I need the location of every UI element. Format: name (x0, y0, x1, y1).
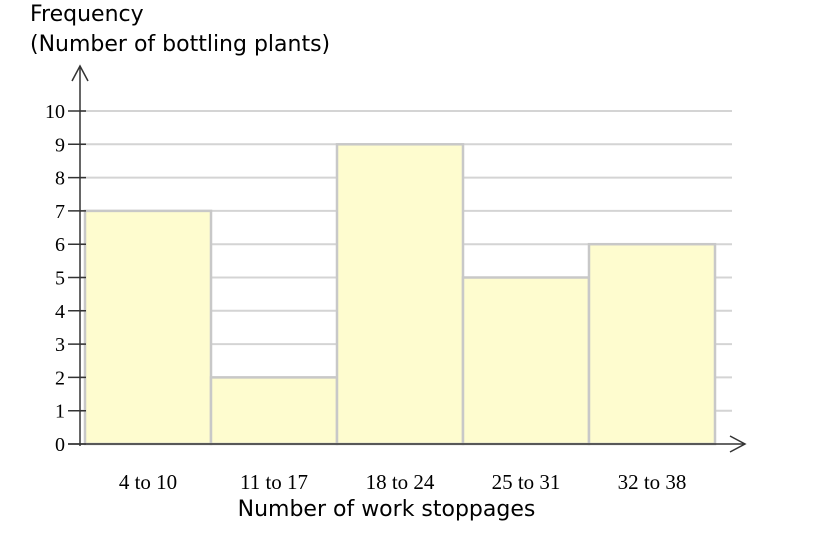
bars (83, 143, 717, 446)
y-tick-label: 7 (55, 201, 65, 223)
x-category-label: 32 to 38 (618, 470, 687, 494)
y-tick-label: 3 (55, 334, 65, 356)
y-tick-label: 4 (55, 301, 65, 323)
bar (83, 209, 213, 446)
bar (335, 143, 465, 446)
y-tick-label: 9 (55, 134, 65, 156)
y-axis-title-line-1: Frequency (30, 2, 144, 27)
x-axis-title: Number of work stoppages (237, 497, 536, 522)
y-axis-arrow-icon (71, 64, 89, 82)
x-category-label: 25 to 31 (492, 470, 561, 494)
x-category-label: 18 to 24 (366, 470, 435, 494)
y-tick-label: 0 (55, 434, 65, 456)
x-axis-arrow-icon (729, 435, 747, 453)
bar (461, 276, 591, 446)
y-tick-label: 6 (55, 234, 65, 256)
y-tick-label: 2 (55, 367, 65, 389)
x-category-labels: 4 to 10 11 to 17 18 to 24 25 to 31 32 to 38 (119, 470, 687, 494)
y-tick-label: 1 (55, 401, 65, 423)
y-tick-label: 10 (45, 101, 65, 123)
bar (209, 376, 339, 446)
y-tick-labels: 0 1 2 3 4 5 6 7 8 9 10 (45, 101, 65, 456)
y-tick-label: 5 (55, 268, 65, 290)
x-category-label: 4 to 10 (119, 470, 177, 494)
axes (68, 64, 747, 453)
x-category-label: 11 to 17 (240, 470, 308, 494)
y-axis-title-line-2: (Number of bottling plants) (30, 32, 331, 57)
y-tick-label: 8 (55, 168, 65, 190)
bar (587, 242, 717, 446)
